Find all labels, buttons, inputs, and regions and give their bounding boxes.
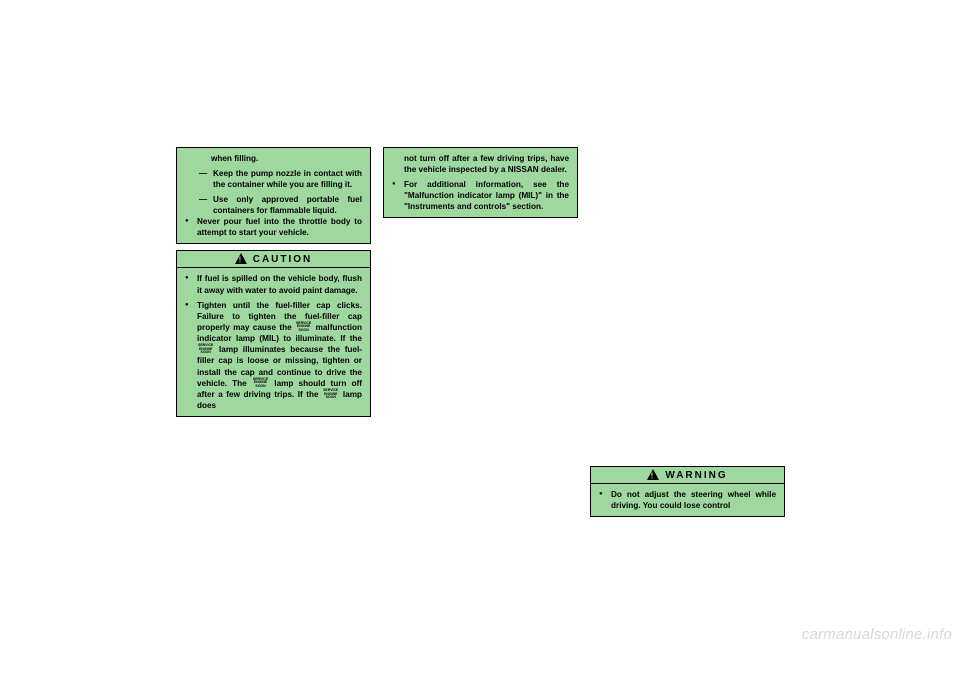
warning-label: WARNING	[665, 470, 727, 481]
col1-caution-box: If fuel is spilled on the vehicle body, …	[176, 268, 371, 417]
column-3: ! WARNING Do not adjust the steering whe…	[590, 466, 785, 517]
warning-triangle-icon: !	[235, 253, 247, 264]
col2-bullet-item: For additional information, see the "Mal…	[392, 179, 569, 212]
col1-dash-item: Use only approved portable fuel containe…	[199, 194, 362, 216]
manual-page: when filling. Keep the pump nozzle in co…	[0, 0, 960, 678]
col2-indent-text: not turn off after a few driving trips, …	[392, 153, 569, 175]
caution-bullet-item: Tighten until the fuel-filler cap clicks…	[185, 300, 362, 412]
warning-heading: ! WARNING	[590, 466, 785, 484]
warning-bullet-item: Do not adjust the steering wheel while d…	[599, 489, 776, 511]
col1-indent-text: when filling.	[185, 153, 362, 164]
svg-text:!: !	[238, 256, 243, 265]
caution-label: CAUTION	[253, 254, 313, 265]
col3-warning-box: Do not adjust the steering wheel while d…	[590, 484, 785, 517]
col1-bullet-item: Never pour fuel into the throttle body t…	[185, 216, 362, 238]
column-1: when filling. Keep the pump nozzle in co…	[176, 147, 371, 417]
svg-text:!: !	[651, 472, 656, 481]
caution-bullet-item: If fuel is spilled on the vehicle body, …	[185, 273, 362, 295]
col1-dash-item: Keep the pump nozzle in contact with the…	[199, 168, 362, 190]
watermark-text: carmanualsonline.info	[802, 626, 952, 643]
col2-box: not turn off after a few driving trips, …	[383, 147, 578, 218]
col1-top-box: when filling. Keep the pump nozzle in co…	[176, 147, 371, 244]
warning-triangle-icon: !	[647, 469, 659, 480]
column-2: not turn off after a few driving trips, …	[383, 147, 578, 218]
caution-heading: ! CAUTION	[176, 250, 371, 268]
